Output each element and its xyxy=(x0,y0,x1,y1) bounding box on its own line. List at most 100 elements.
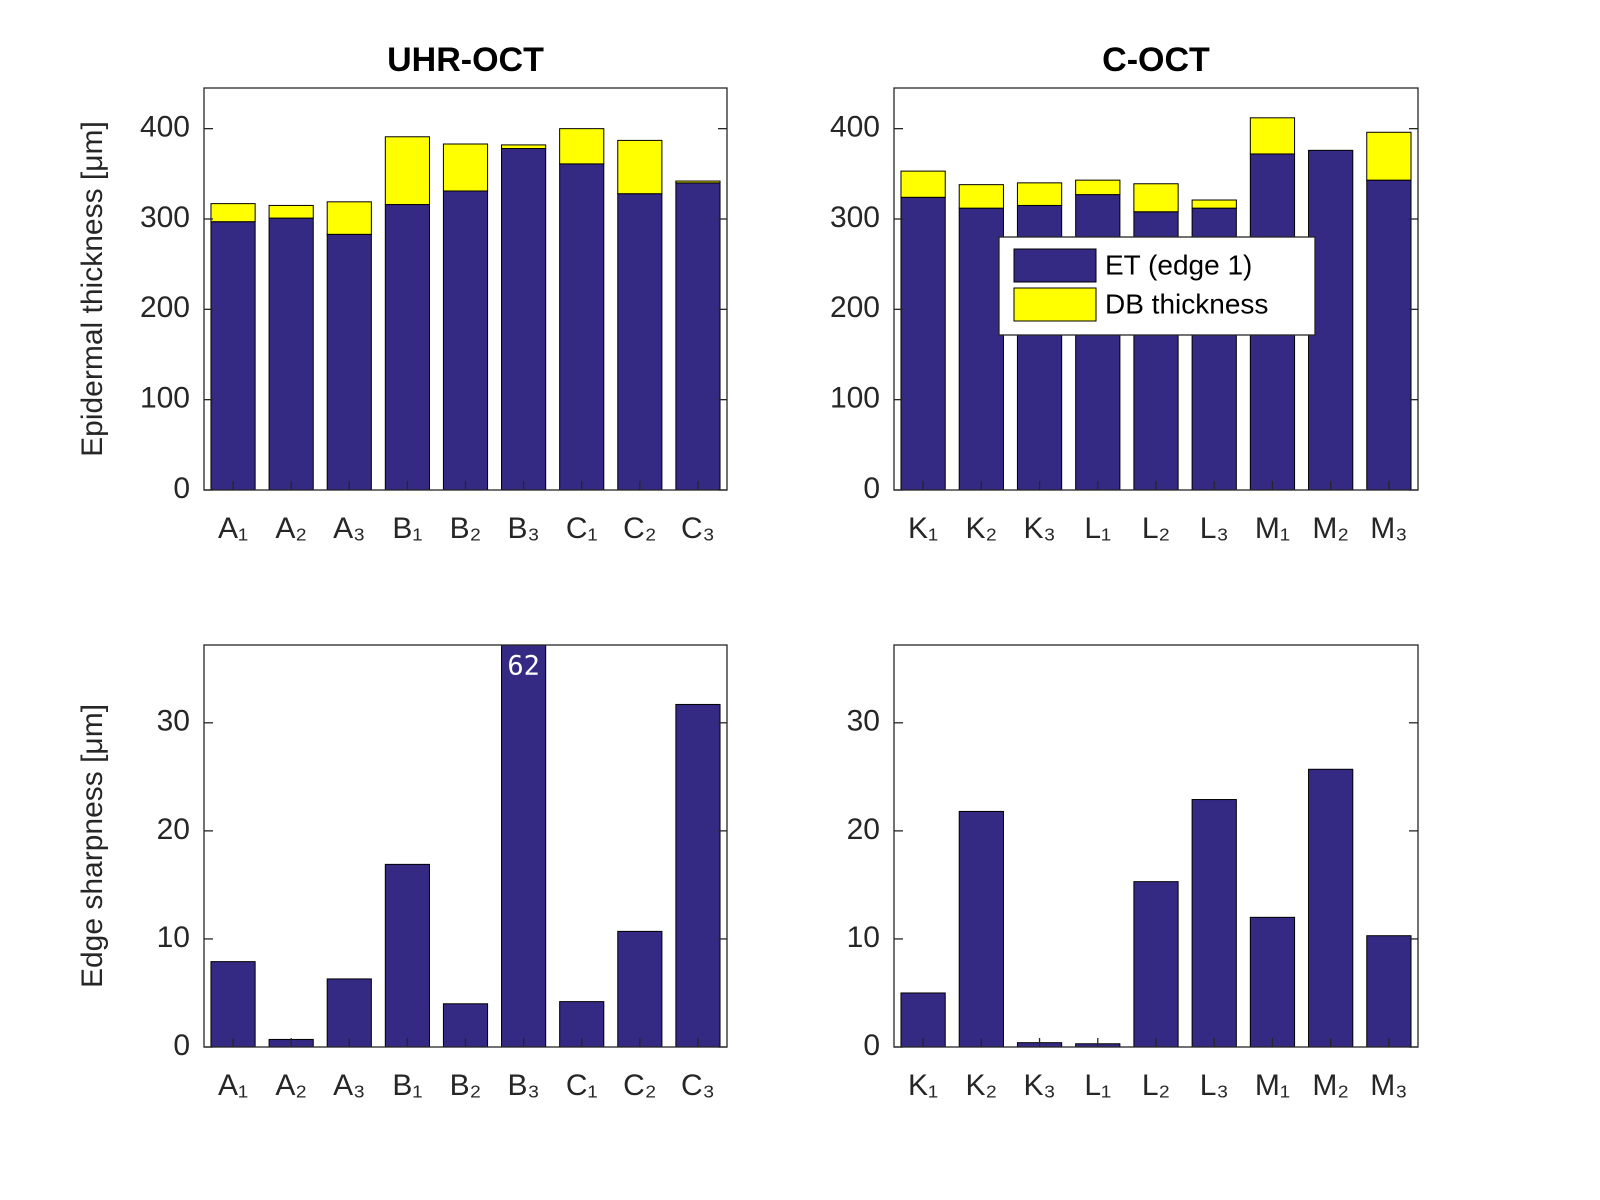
bar xyxy=(384,136,430,206)
axes-box xyxy=(893,87,1419,491)
bar xyxy=(559,128,605,165)
bar xyxy=(501,645,547,1047)
x-tick-label: K₁ xyxy=(908,512,938,545)
x-tick-label: M₃ xyxy=(1370,512,1407,545)
subplot: Edge sharpness [μm] 0 10 20 30 A₁ A₂ A₃ B₁ B₂ B₃ 62… xyxy=(76,644,728,1102)
x-tick-label: C₁ xyxy=(566,1069,598,1102)
bar xyxy=(1308,149,1354,490)
bar xyxy=(900,196,946,490)
legend-swatch xyxy=(1013,248,1097,283)
bar xyxy=(1191,199,1237,209)
x-tick-label: C₃ xyxy=(681,1069,715,1102)
y-tick-label: 300 xyxy=(140,201,190,234)
x-tick-label: L₂ xyxy=(1142,1069,1170,1102)
x-tick-label: C₃ xyxy=(681,512,715,545)
x-tick-label: K₁ xyxy=(908,1069,938,1102)
x-tick-label: A₂ xyxy=(275,512,307,545)
bar xyxy=(326,978,372,1047)
x-tick-label: L₁ xyxy=(1084,1069,1111,1102)
y-tick-label: 400 xyxy=(830,111,880,144)
bar xyxy=(1308,768,1354,1047)
y-tick-label: 30 xyxy=(157,705,190,738)
bar xyxy=(900,992,946,1047)
y-tick-label: 10 xyxy=(157,921,190,954)
x-tick-label: L₁ xyxy=(1084,512,1111,545)
y-tick-label: 200 xyxy=(830,291,880,324)
x-tick-label: A₃ xyxy=(333,1069,365,1102)
bar xyxy=(900,170,946,198)
x-tick-label: C₂ xyxy=(623,1069,656,1102)
bar xyxy=(501,148,547,490)
bar xyxy=(1133,881,1179,1047)
x-tick-label: B₂ xyxy=(450,1069,482,1102)
legend-swatch xyxy=(1013,287,1097,322)
bar xyxy=(1191,799,1237,1047)
y-tick-label: 200 xyxy=(140,291,190,324)
y-tick-label: 0 xyxy=(173,1029,190,1062)
x-tick-label: C₂ xyxy=(623,512,656,545)
bar xyxy=(1249,916,1296,1047)
subplot-title: UHR-OCT xyxy=(387,41,544,79)
bar xyxy=(675,703,721,1047)
axes-box xyxy=(203,644,728,1048)
legend-label: DB thickness xyxy=(1105,288,1268,319)
bar xyxy=(1075,179,1121,196)
y-tick-label: 400 xyxy=(140,111,190,144)
x-tick-label: A₁ xyxy=(218,512,248,545)
x-tick-label: M₂ xyxy=(1312,1069,1349,1102)
y-tick-label: 10 xyxy=(847,921,880,954)
y-tick-label: 0 xyxy=(863,472,880,505)
bar xyxy=(958,207,1004,490)
subplot: 0 10 20 30 K₁ K₂ K₃ L₁ L₂ L₃ M₁ M₂ M₃ xyxy=(847,644,1419,1102)
x-tick-label: K₃ xyxy=(1023,512,1055,545)
clipped-value-label: 62 xyxy=(507,651,540,682)
bar xyxy=(1366,935,1412,1047)
x-tick-label: L₃ xyxy=(1200,1069,1229,1102)
axes-box xyxy=(203,87,728,491)
subplot: C-OCT 0 100 200 300 400 K₁ K₂ K₃ L₁ L₂ L₃ M₁ M₂ M₃ ET (… xyxy=(830,41,1419,545)
y-tick-label: 20 xyxy=(847,813,880,846)
plot-area xyxy=(210,128,721,490)
y-tick-label: 0 xyxy=(173,472,190,505)
bar xyxy=(1133,183,1179,213)
y-tick-label: 100 xyxy=(830,382,880,415)
x-tick-label: M₂ xyxy=(1312,512,1349,545)
bar xyxy=(268,217,314,490)
bar xyxy=(1366,179,1412,490)
bar xyxy=(617,930,663,1047)
bar xyxy=(501,144,547,150)
axes-box xyxy=(893,644,1419,1048)
bar xyxy=(442,143,489,192)
x-tick-label: M₁ xyxy=(1255,512,1290,545)
bar xyxy=(958,810,1004,1047)
x-tick-label: M₁ xyxy=(1255,1069,1290,1102)
subplot: UHR-OCT Epidermal thickness [μm] 0 100 200 30… xyxy=(76,41,728,545)
x-tick-label: B₃ xyxy=(507,1069,539,1102)
x-tick-label: B₁ xyxy=(392,512,422,545)
y-axis-label: Edge sharpness [μm] xyxy=(76,704,109,988)
bar xyxy=(958,184,1004,209)
x-tick-label: A₃ xyxy=(333,512,365,545)
bar xyxy=(384,863,430,1047)
y-tick-label: 0 xyxy=(863,1029,880,1062)
x-tick-label: C₁ xyxy=(566,512,598,545)
x-tick-label: A₂ xyxy=(275,1069,307,1102)
x-tick-label: L₂ xyxy=(1142,512,1170,545)
x-tick-label: K₃ xyxy=(1023,1069,1055,1102)
bar xyxy=(326,233,372,490)
bar xyxy=(617,193,663,490)
bar xyxy=(210,203,256,223)
x-tick-label: M₃ xyxy=(1370,1069,1407,1102)
x-tick-label: B₂ xyxy=(450,512,482,545)
y-tick-label: 100 xyxy=(140,382,190,415)
plot-area xyxy=(210,645,721,1047)
plot-area xyxy=(900,768,1412,1047)
bar xyxy=(1366,131,1412,181)
y-tick-label: 300 xyxy=(830,201,880,234)
subplot-title: C-OCT xyxy=(1102,41,1210,79)
x-tick-label: A₁ xyxy=(218,1069,248,1102)
x-tick-label: B₃ xyxy=(507,512,539,545)
x-tick-label: L₃ xyxy=(1200,512,1229,545)
